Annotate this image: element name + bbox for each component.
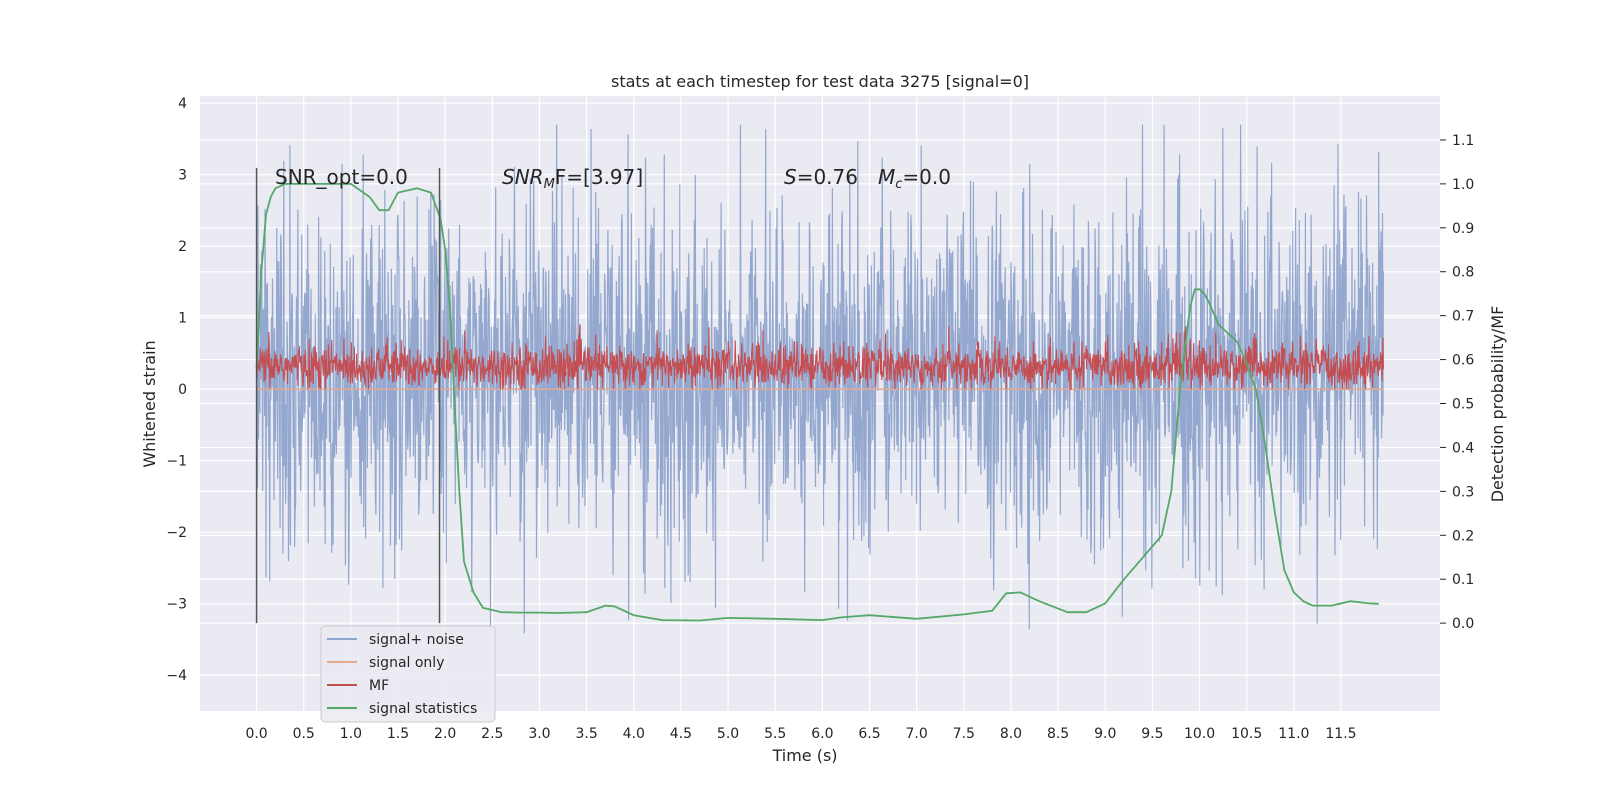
x-tick-label: 2.5	[481, 726, 503, 742]
x-tick-label: 2.0	[434, 726, 456, 742]
y-tick-label: −2	[166, 525, 187, 541]
chart-title: stats at each timestep for test data 327…	[611, 72, 1029, 91]
y-right-tick-label: 1.0	[1452, 177, 1474, 193]
y-tick-labels: 4 3 2 1 0 −1 −2 −3 −4	[166, 96, 187, 684]
y-axis-label: Whitened strain	[140, 340, 159, 467]
x-tick-label: 0.0	[245, 726, 267, 742]
y-tick-label: 2	[178, 239, 187, 255]
legend-label-mf: MF	[369, 678, 389, 694]
y-tick-label: 3	[178, 168, 187, 184]
x-tick-label: 8.5	[1047, 726, 1069, 742]
legend-label-signal-only: signal only	[369, 655, 444, 671]
x-tick-label: 5.0	[717, 726, 739, 742]
y-right-tick-label: 0.9	[1452, 221, 1474, 237]
x-tick-label: 1.0	[340, 726, 362, 742]
x-tick-label: 7.0	[906, 726, 928, 742]
series-signal-noise	[256, 124, 1384, 634]
signal-statistics-line	[255, 183, 1379, 622]
x-tick-label: 10.5	[1231, 726, 1262, 742]
y-right-axis-label: Detection probability/MF	[1488, 306, 1507, 503]
x-tick-label: 11.0	[1278, 726, 1309, 742]
y-tick-label: 4	[178, 96, 187, 112]
x-tick-label: 6.5	[858, 726, 880, 742]
x-tick-label: 3.5	[575, 726, 597, 742]
x-tick-label: 5.5	[764, 726, 786, 742]
y-tick-label: −1	[166, 454, 187, 470]
y-tick-label: 1	[178, 311, 187, 327]
y-right-tick-label: 0.5	[1452, 397, 1474, 413]
x-tick-label: 8.0	[1000, 726, 1022, 742]
legend-label-signal-statistics: signal statistics	[369, 701, 477, 717]
annotation-snr-opt: SNR_opt=0.0	[275, 165, 408, 189]
vertical-lines	[255, 167, 441, 624]
y-right-tick-label: 1.1	[1452, 133, 1474, 149]
y-right-tick-label: 0.7	[1452, 309, 1474, 325]
annotation-mc: Mc=0.0	[878, 165, 951, 192]
x-tick-label: 3.0	[528, 726, 550, 742]
x-tick-label: 9.0	[1094, 726, 1116, 742]
series-mf	[256, 324, 1384, 390]
x-tick-labels: 0.0 0.5 1.0 1.5 2.0 2.5 3.0 3.5 4.0 4.5 5.0 5.5 6.0 6…	[245, 726, 1356, 742]
legend-label-signal-noise: signal+ noise	[369, 632, 464, 648]
legend: signal+ noise signal only MF signal stat…	[320, 625, 496, 723]
y-right-tick-label: 0.1	[1452, 572, 1474, 588]
legend-box	[320, 625, 496, 723]
series-layer	[255, 124, 1384, 634]
x-tick-label: 4.5	[670, 726, 692, 742]
x-axis-label: Time (s)	[771, 746, 837, 765]
y-tick-label: −3	[166, 597, 187, 613]
x-tick-label: 6.0	[811, 726, 833, 742]
y-right-tick-labels: 1.1 1.0 0.9 0.8 0.7 0.6 0.5 0.4 0.3 0.2 0.1 0.0	[1440, 133, 1474, 632]
x-tick-label: 0.5	[293, 726, 315, 742]
annotation-s: S=0.76	[784, 165, 858, 189]
series-signal-statistics	[255, 183, 1379, 622]
annotation-snr-mf: SNRMF=[3.97]	[502, 165, 643, 192]
y-right-tick-label: 0.2	[1452, 528, 1474, 544]
x-tick-label: 9.5	[1141, 726, 1163, 742]
x-tick-label: 4.0	[623, 726, 645, 742]
y-right-tick-label: 0.6	[1452, 353, 1474, 369]
x-tick-label: 11.5	[1325, 726, 1356, 742]
x-tick-label: 1.5	[387, 726, 409, 742]
y-right-tick-label: 0.3	[1452, 484, 1474, 500]
y-right-tick-label: 0.8	[1452, 265, 1474, 281]
y-tick-label: 0	[178, 382, 187, 398]
y-tick-label: −4	[166, 668, 187, 684]
y-right-tick-label: 0.0	[1452, 616, 1474, 632]
x-tick-label: 10.0	[1184, 726, 1215, 742]
x-tick-label: 7.5	[953, 726, 975, 742]
y-right-tick-label: 0.4	[1452, 440, 1474, 456]
